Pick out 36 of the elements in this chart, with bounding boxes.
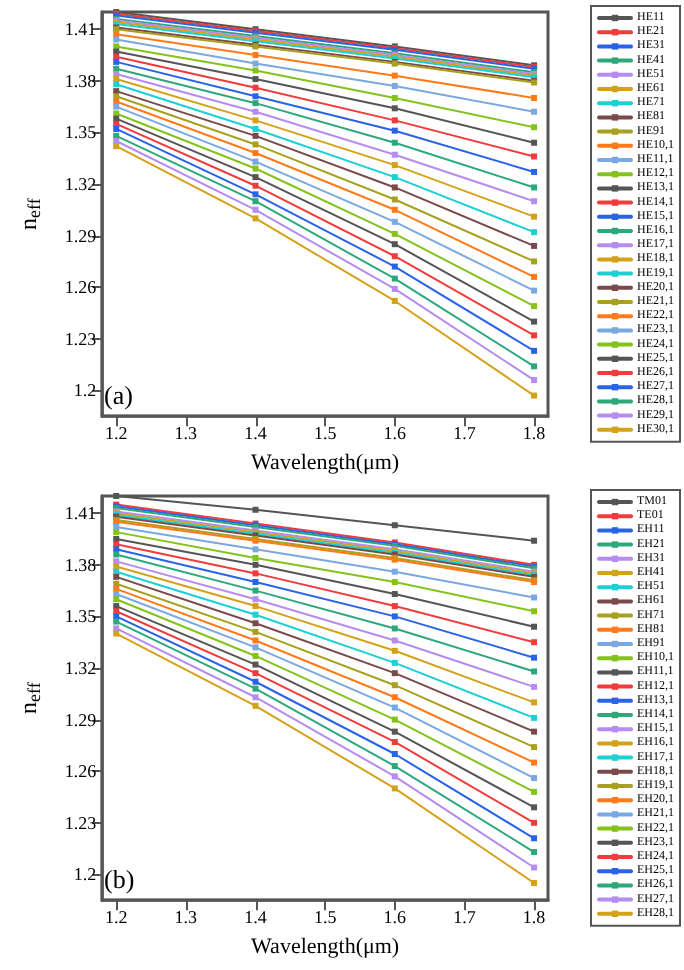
y-tick-label: 1.32 (64, 174, 97, 194)
y-tick-label: 1.41 (64, 19, 97, 40)
x-axis-title: Wavelength(μm) (251, 935, 400, 959)
y-tick-label: 1.2 (73, 864, 97, 885)
y-tick-label: 1.35 (64, 606, 98, 627)
x-tick-label: 1.4 (244, 907, 268, 928)
x-tick-label: 1.3 (174, 423, 199, 444)
y-tick-label: 1.26 (64, 761, 98, 782)
y-tick-label: 1.23 (64, 328, 98, 349)
annotation: (a) (104, 380, 133, 410)
y-tick-label: 1.41 (64, 503, 97, 524)
x-tick-label: 1.5 (313, 423, 338, 444)
y-tick-label: 1.35 (64, 122, 98, 143)
y-tick-label: 1.2 (73, 380, 97, 401)
x-tick-label: 1.6 (383, 907, 408, 928)
y-axis-title: neff (14, 682, 44, 714)
x-tick-label: 1.7 (453, 423, 477, 444)
x-tick-label: 1.8 (522, 907, 547, 928)
y-axis-title: neff (14, 198, 44, 230)
x-tick-label: 1.3 (174, 907, 199, 928)
x-tick-label: 1.6 (383, 423, 408, 444)
x-tick-label: 1.4 (244, 423, 268, 444)
y-tick-label: 1.29 (64, 709, 98, 730)
y-tick-label: 1.38 (64, 554, 98, 575)
y-tick-label: 1.23 (64, 812, 98, 833)
y-tick-label: 1.32 (64, 658, 97, 678)
y-tick-label: 1.26 (64, 277, 98, 298)
annotation: (b) (104, 864, 135, 894)
y-tick-label: 1.29 (64, 225, 98, 246)
x-axis-title: Wavelength(μm) (251, 451, 400, 475)
x-tick-label: 1.7 (453, 907, 477, 928)
x-tick-label: 1.2 (104, 423, 128, 444)
y-tick-label: 1.38 (64, 70, 98, 91)
x-tick-label: 1.2 (104, 907, 128, 928)
x-tick-label: 1.5 (313, 907, 338, 928)
x-tick-label: 1.8 (522, 423, 547, 444)
